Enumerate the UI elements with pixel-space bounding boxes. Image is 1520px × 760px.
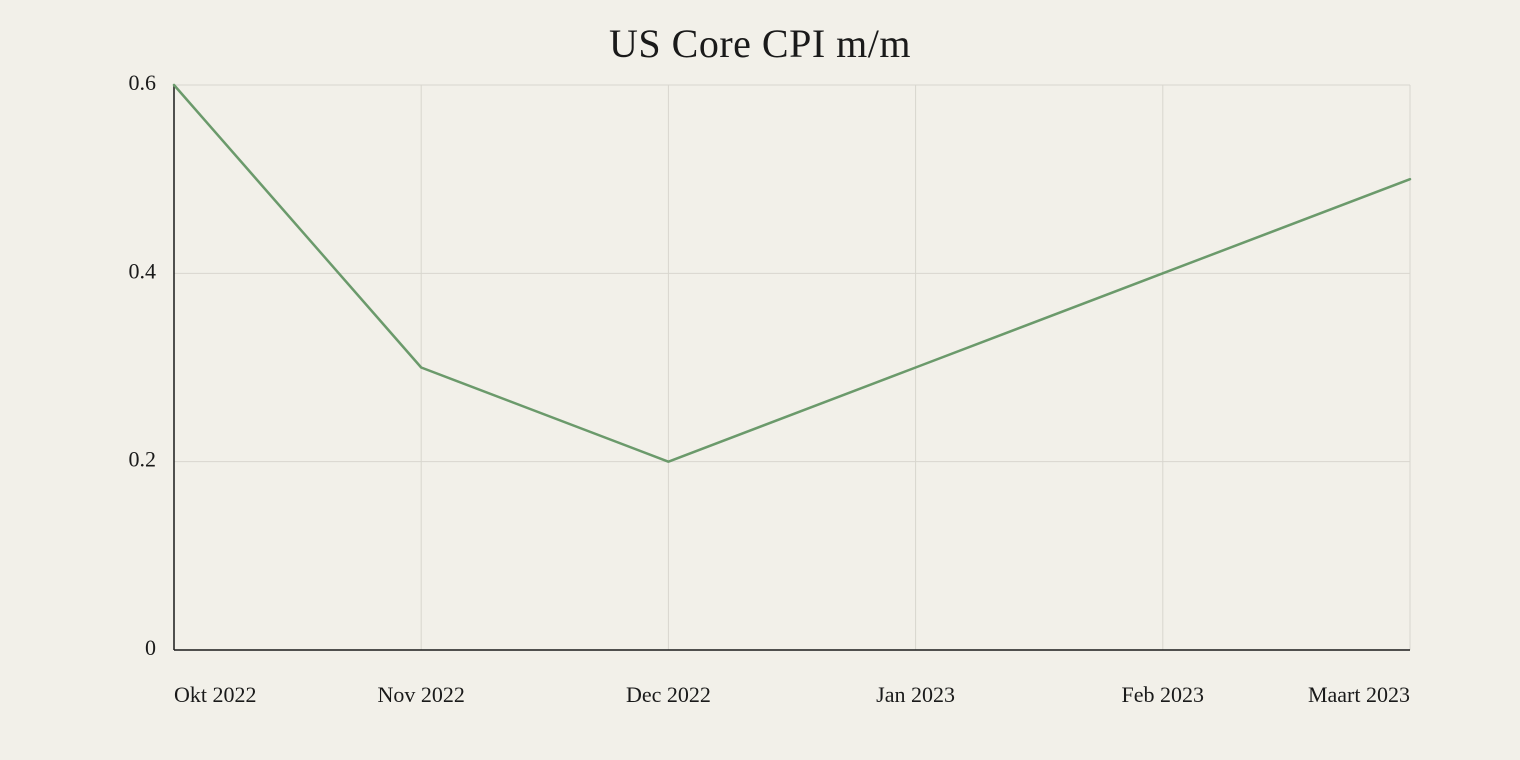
x-tick-label: Maart 2023 [1308,682,1410,707]
x-tick-label: Dec 2022 [626,682,711,707]
x-tick-label: Nov 2022 [378,682,465,707]
y-tick-label: 0.6 [129,70,157,95]
y-tick-label: 0.2 [129,447,157,472]
chart-grid [174,85,1410,650]
y-tick-label: 0.4 [129,258,157,283]
x-axis-tick-labels: Okt 2022 Nov 2022 Dec 2022 Jan 2023 Feb 2023… [174,682,1410,707]
line-chart: 0 0.2 0.4 0.6 Okt 2022 Nov 2022 Dec 2022 Jan 2… [0,0,1520,760]
x-tick-label: Jan 2023 [876,682,955,707]
y-axis-tick-labels: 0 0.2 0.4 0.6 [129,70,157,660]
x-tick-label: Okt 2022 [174,682,257,707]
y-tick-label: 0 [145,635,156,660]
x-tick-label: Feb 2023 [1122,682,1205,707]
chart-axes [174,85,1410,650]
